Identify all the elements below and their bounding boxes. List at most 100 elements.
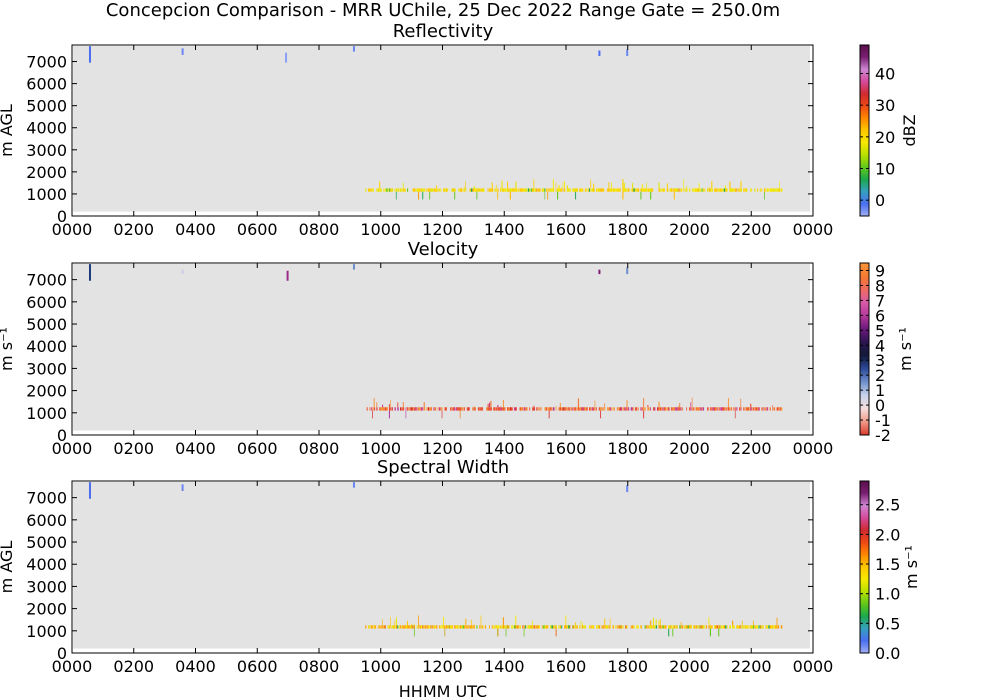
echo-bin [569, 625, 571, 629]
echo-bin [418, 625, 420, 629]
echo-bin [693, 625, 695, 629]
echo-bin [652, 407, 655, 411]
echo-bin [418, 407, 420, 411]
echo-bin [482, 625, 484, 629]
echo-bin [650, 407, 651, 411]
echo-bin [450, 407, 452, 411]
echo-bin [484, 625, 487, 629]
echo-bin [697, 407, 699, 411]
echo-bin [654, 625, 656, 629]
echo-bin [465, 188, 467, 192]
echo-bin [577, 407, 580, 411]
upper-echo [352, 482, 355, 488]
echo-bin [677, 188, 679, 192]
echo-bin [376, 188, 378, 192]
echo-bin [734, 188, 737, 192]
echo-spike [544, 191, 546, 200]
echo-bin [658, 188, 660, 192]
echo-bin [526, 188, 528, 192]
echo-bin [519, 407, 522, 411]
echo-bin [519, 188, 522, 192]
echo-bin [434, 407, 437, 411]
echo-bin [647, 625, 649, 629]
echo-bin [519, 625, 521, 629]
echo-bin [432, 188, 433, 192]
echo-bin [445, 625, 448, 629]
echo-spike [566, 185, 568, 189]
echo-bin [579, 625, 581, 629]
echo-bin [780, 407, 783, 411]
echo-bin [669, 625, 671, 629]
echo-bin [394, 625, 396, 629]
echo-bin [561, 625, 563, 629]
x-tick-label: 1000 [360, 220, 401, 239]
x-tick-label: 1800 [607, 220, 648, 239]
echo-bin [493, 625, 495, 629]
echo-bin [625, 188, 627, 192]
echo-spike [413, 628, 415, 637]
colorbar-tick-label: 6 [875, 306, 885, 325]
x-tick-label: 0200 [113, 220, 154, 239]
echo-bin [565, 407, 567, 411]
echo-bin [626, 188, 628, 192]
echo-bin [393, 625, 395, 629]
echo-bin [618, 625, 620, 629]
echo-bin [507, 407, 509, 411]
echo-bin [515, 407, 517, 411]
echo-bin [370, 625, 373, 629]
echo-bin [552, 407, 555, 411]
echo-bin [686, 407, 688, 411]
echo-bin [733, 625, 735, 629]
echo-bin [520, 407, 523, 411]
echo-bin [589, 407, 591, 411]
echo-bin [565, 625, 567, 629]
echo-bin [395, 188, 397, 192]
echo-bin [458, 407, 460, 411]
echo-bin [401, 407, 403, 411]
echo-bin [715, 407, 717, 411]
echo-bin [507, 625, 509, 629]
echo-bin [395, 625, 398, 629]
echo-bin [508, 188, 510, 192]
echo-bin [543, 188, 545, 192]
echo-bin [723, 407, 725, 411]
echo-bin [765, 407, 767, 411]
echo-bin [548, 188, 550, 192]
echo-spike [594, 400, 596, 408]
echo-bin [527, 188, 530, 192]
y-axis: 0 1000 2000 3000 4000 5000 6000 7000 m AGL [0, 53, 813, 226]
echo-spike [502, 617, 504, 626]
echo-bin [370, 188, 372, 192]
y-tick-label: 0 [57, 644, 67, 663]
echo-bin [576, 188, 579, 192]
echo-bin [547, 407, 549, 411]
echo-bin [497, 625, 499, 629]
echo-bin [611, 407, 613, 411]
echo-bin [729, 188, 731, 192]
y-axis-label: m s⁻¹ [0, 327, 16, 371]
echo-spike [623, 183, 625, 189]
echo-bin [547, 625, 549, 629]
echo-bin [659, 625, 662, 629]
echo-bin [466, 625, 468, 629]
echo-bin [700, 407, 702, 411]
colorbar-label: m s⁻¹ [902, 545, 921, 589]
echo-bin [673, 625, 675, 629]
echo-bin [573, 407, 576, 411]
colorbar-tick-label: -2 [875, 426, 891, 445]
echo-bin [619, 407, 621, 411]
echo-bin [504, 407, 506, 411]
echo-bin [555, 625, 557, 629]
echo-bin [530, 188, 533, 192]
echo-bin [369, 625, 371, 629]
echo-bin [444, 407, 447, 411]
echo-bin [388, 407, 391, 411]
echo-bin [771, 188, 773, 192]
echo-bin [504, 188, 506, 192]
echo-bin [426, 407, 428, 411]
echo-bin [408, 407, 410, 411]
echo-spike [473, 624, 475, 626]
echo-spike [645, 182, 647, 189]
y-tick-label: 1000 [26, 185, 67, 204]
echo-bin [719, 188, 722, 192]
